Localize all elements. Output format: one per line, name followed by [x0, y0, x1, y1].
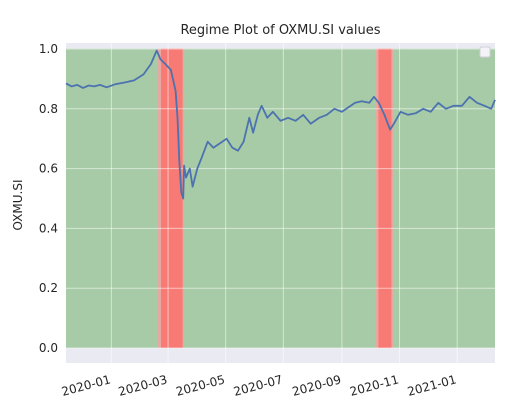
legend-box — [479, 46, 491, 58]
y-tick-label: 1.0 — [39, 42, 58, 56]
regime-band-edge — [375, 48, 379, 349]
y-tick-label: 0.4 — [39, 221, 58, 235]
y-tick-label: 0.2 — [39, 281, 58, 295]
x-tick-label: 2020-05 — [174, 372, 226, 399]
x-tick-label: 2020-03 — [117, 372, 169, 399]
x-tick-label: 2020-07 — [232, 372, 284, 399]
regime-band-edge — [158, 48, 162, 349]
regime-band-normal — [392, 48, 495, 349]
series-line — [65, 49, 496, 200]
y-tick-label: 0.6 — [39, 162, 58, 176]
x-tick-label: 2020-11 — [348, 372, 400, 399]
regime-band-normal — [184, 48, 377, 349]
y-axis-label: OXMU.SI — [11, 179, 25, 230]
regime-band-stress — [376, 48, 393, 349]
y-tick-label: 0.0 — [39, 341, 58, 355]
chart-title: Regime Plot of OXMU.SI values — [180, 23, 380, 38]
regime-band-normal — [66, 48, 160, 349]
x-tick-label: 2020-01 — [60, 372, 112, 399]
y-tick-label: 0.8 — [39, 102, 58, 116]
x-tick-label: 2021-01 — [406, 372, 458, 399]
regime-band-stress — [159, 48, 185, 349]
x-tick-label: 2020-09 — [291, 372, 343, 399]
